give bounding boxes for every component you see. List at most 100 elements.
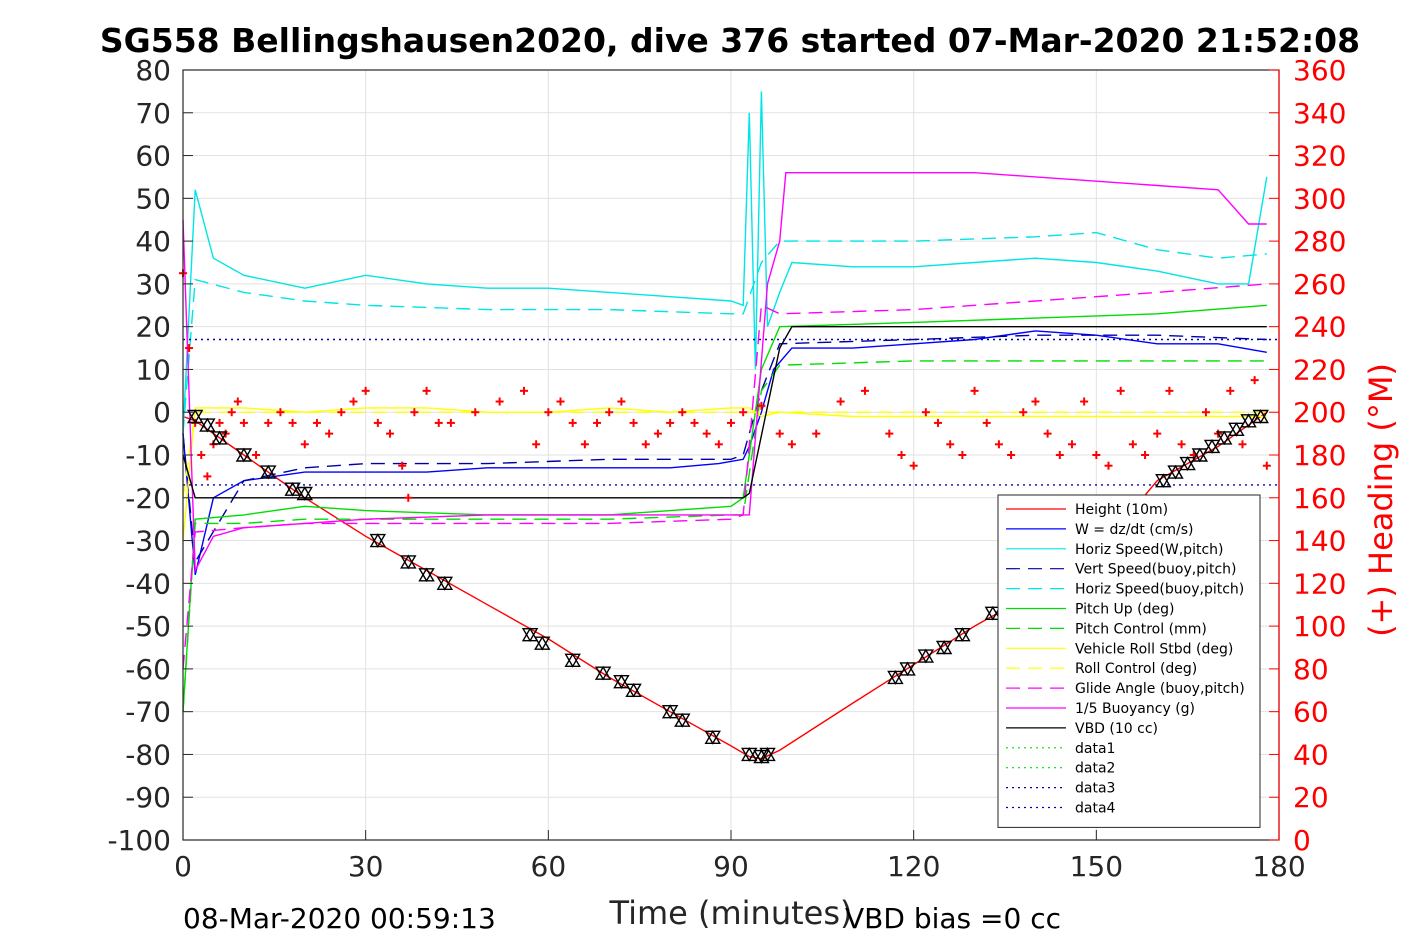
- x-tick-label: 90: [713, 850, 749, 883]
- legend-label: Pitch Control (mm): [1075, 621, 1207, 637]
- heading-point: [300, 440, 309, 449]
- y-tick-label: -90: [125, 781, 171, 814]
- y-tick-label: 70: [135, 97, 171, 130]
- heading-point: [727, 418, 735, 427]
- y-tick-label: 30: [135, 268, 171, 301]
- heading-point: [1067, 440, 1076, 449]
- legend-item: VBD (10 cc): [1006, 721, 1158, 737]
- heading-point: [288, 418, 297, 427]
- y-tick-label: -40: [125, 567, 171, 600]
- depth-point: [436, 575, 454, 591]
- depth-point: [284, 481, 301, 497]
- y-tick-label: 60: [135, 140, 171, 173]
- heading-point: [544, 408, 553, 417]
- heading-point: [812, 429, 821, 438]
- heading-point: [605, 408, 614, 417]
- heading-point: [958, 451, 967, 459]
- footer-vbd: VBD bias =0 cc: [845, 902, 1061, 935]
- heading-point: [337, 408, 346, 417]
- heading-point: [787, 440, 796, 449]
- heading-point: [446, 418, 455, 427]
- heading-point: [629, 418, 638, 427]
- y-right-tick-label: 120: [1293, 567, 1346, 600]
- legend: Height (10m) W = dz/dt (cm/s) Horiz Speed(…: [997, 494, 1261, 828]
- heading-point: [1019, 408, 1028, 417]
- heading-point: [410, 408, 419, 417]
- legend-label: data1: [1075, 741, 1115, 757]
- y-right-tick-label: 240: [1293, 311, 1346, 344]
- depth-point: [984, 605, 1002, 621]
- depth-point: [1179, 456, 1196, 471]
- legend-item: Horiz Speed(buoy,pitch): [1006, 582, 1244, 598]
- y-right-tick-label: 0: [1293, 824, 1311, 857]
- heading-point: [373, 418, 382, 427]
- depth-point: [759, 747, 776, 762]
- y-tick-label: -60: [125, 653, 171, 686]
- series-roll-control-deg: [182, 411, 1267, 498]
- heading-point: [1153, 429, 1162, 438]
- legend-label: 1/5 Buoyancy (g): [1075, 701, 1195, 717]
- heading-point: [1055, 451, 1064, 459]
- depth-point: [1191, 447, 1209, 463]
- depth-point: [186, 409, 204, 424]
- heading-point: [471, 408, 480, 417]
- heading-point: [1226, 386, 1235, 395]
- y-axis-label-right: (+) Heading (°M): [1362, 363, 1400, 637]
- heading-point: [276, 408, 285, 417]
- y-right-tick-label: 260: [1293, 268, 1346, 301]
- depth-point: [661, 704, 679, 720]
- heading-point: [1031, 397, 1040, 406]
- legend-item: Vehicle Roll Stbd (deg): [1006, 641, 1233, 657]
- heading-point: [1238, 440, 1247, 449]
- heading-point: [434, 418, 443, 427]
- heading-point: [252, 451, 261, 459]
- series-horiz-speed-buoy-pitch: [182, 231, 1267, 434]
- heading-point: [934, 418, 943, 427]
- depth-point: [1203, 439, 1221, 454]
- series-pitch-up-deg: [182, 304, 1267, 712]
- markers-layer: [179, 269, 1271, 764]
- heading-point: [185, 344, 194, 353]
- legend-item: Pitch Up (deg): [1006, 602, 1174, 618]
- heading-point: [617, 397, 626, 406]
- depth-point: [935, 640, 953, 655]
- heading-point: [422, 386, 431, 395]
- legend-item: Vert Speed(buoy,pitch): [1006, 562, 1237, 578]
- heading-point: [775, 429, 784, 438]
- y-tick-label: -80: [125, 738, 171, 771]
- depth-point: [1155, 473, 1172, 489]
- heading-point: [1165, 386, 1174, 395]
- heading-point: [1043, 429, 1052, 438]
- depth-point: [917, 648, 935, 664]
- heading-point: [909, 461, 918, 470]
- heading-point: [641, 440, 650, 449]
- heading-point: [264, 418, 273, 427]
- y-right-tick-label: 100: [1293, 610, 1346, 643]
- heading-point: [1128, 440, 1137, 449]
- y-tick-label: -70: [125, 696, 171, 729]
- y-tick-label: 40: [135, 225, 171, 258]
- heading-point: [556, 397, 565, 406]
- heading-point: [197, 451, 206, 459]
- heading-point: [519, 386, 528, 395]
- legend-label: Vert Speed(buoy,pitch): [1075, 562, 1237, 578]
- heading-point: [312, 418, 321, 427]
- legend-label: Horiz Speed(buoy,pitch): [1075, 582, 1244, 598]
- heading-point: [1116, 386, 1125, 395]
- x-tick-label: 30: [348, 850, 384, 883]
- depth-point: [954, 627, 971, 643]
- chart-title: SG558 Bellingshausen2020, dive 376 start…: [100, 21, 1360, 60]
- heading-point: [495, 397, 504, 406]
- legend-item: Horiz Speed(W,pitch): [1006, 542, 1223, 558]
- y-tick-label: 80: [135, 54, 171, 87]
- y-tick-label: -100: [107, 824, 171, 857]
- depth-point: [534, 635, 551, 651]
- y-right-tick-label: 360: [1293, 54, 1346, 87]
- legend-box: [997, 494, 1261, 828]
- heading-point: [239, 418, 248, 427]
- y-tick-label: 50: [135, 182, 171, 215]
- depth-point: [521, 627, 539, 643]
- series-horiz-speed-w-pitch: [182, 91, 1268, 434]
- legend-item: 1/5 Buoyancy (g): [1006, 701, 1195, 717]
- depth-point: [674, 712, 691, 728]
